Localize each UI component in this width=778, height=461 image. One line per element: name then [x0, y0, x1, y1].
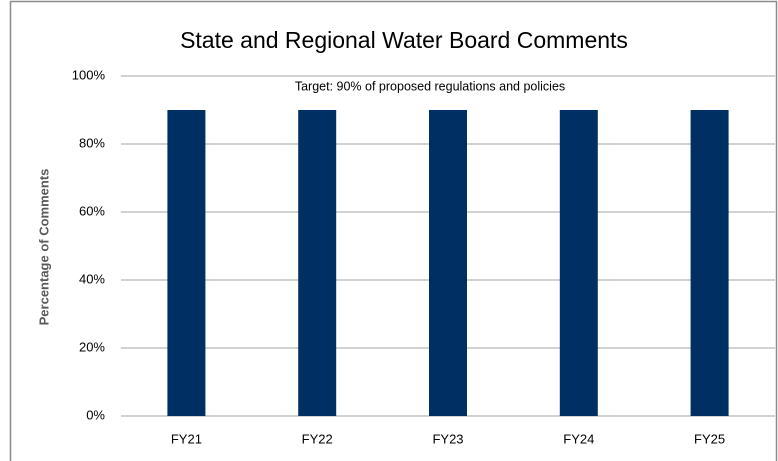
x-tick-label: FY24	[563, 431, 594, 446]
bar	[559, 110, 598, 416]
bar	[429, 110, 467, 416]
bar	[690, 110, 729, 416]
y-tick-label: 0%	[86, 407, 105, 422]
x-tick-label: FY21	[171, 431, 202, 446]
y-tick-label: 20%	[79, 339, 105, 354]
y-tick-label: 100%	[72, 67, 106, 82]
bar	[298, 110, 337, 416]
annotation: Target: 90% of proposed regulations and …	[295, 79, 565, 93]
bar	[167, 110, 206, 416]
chart-frame	[9, 0, 778, 461]
x-tick-label: FY23	[432, 431, 463, 446]
x-tick-label: FY25	[694, 431, 725, 446]
y-axis-label: Percentage of Comments	[36, 169, 51, 326]
x-tick-label: FY22	[302, 431, 333, 446]
chart-title: State and Regional Water Board Comments	[180, 27, 628, 53]
y-tick-label: 40%	[79, 271, 105, 286]
y-tick-label: 80%	[79, 135, 105, 150]
y-tick-label: 60%	[79, 203, 105, 218]
